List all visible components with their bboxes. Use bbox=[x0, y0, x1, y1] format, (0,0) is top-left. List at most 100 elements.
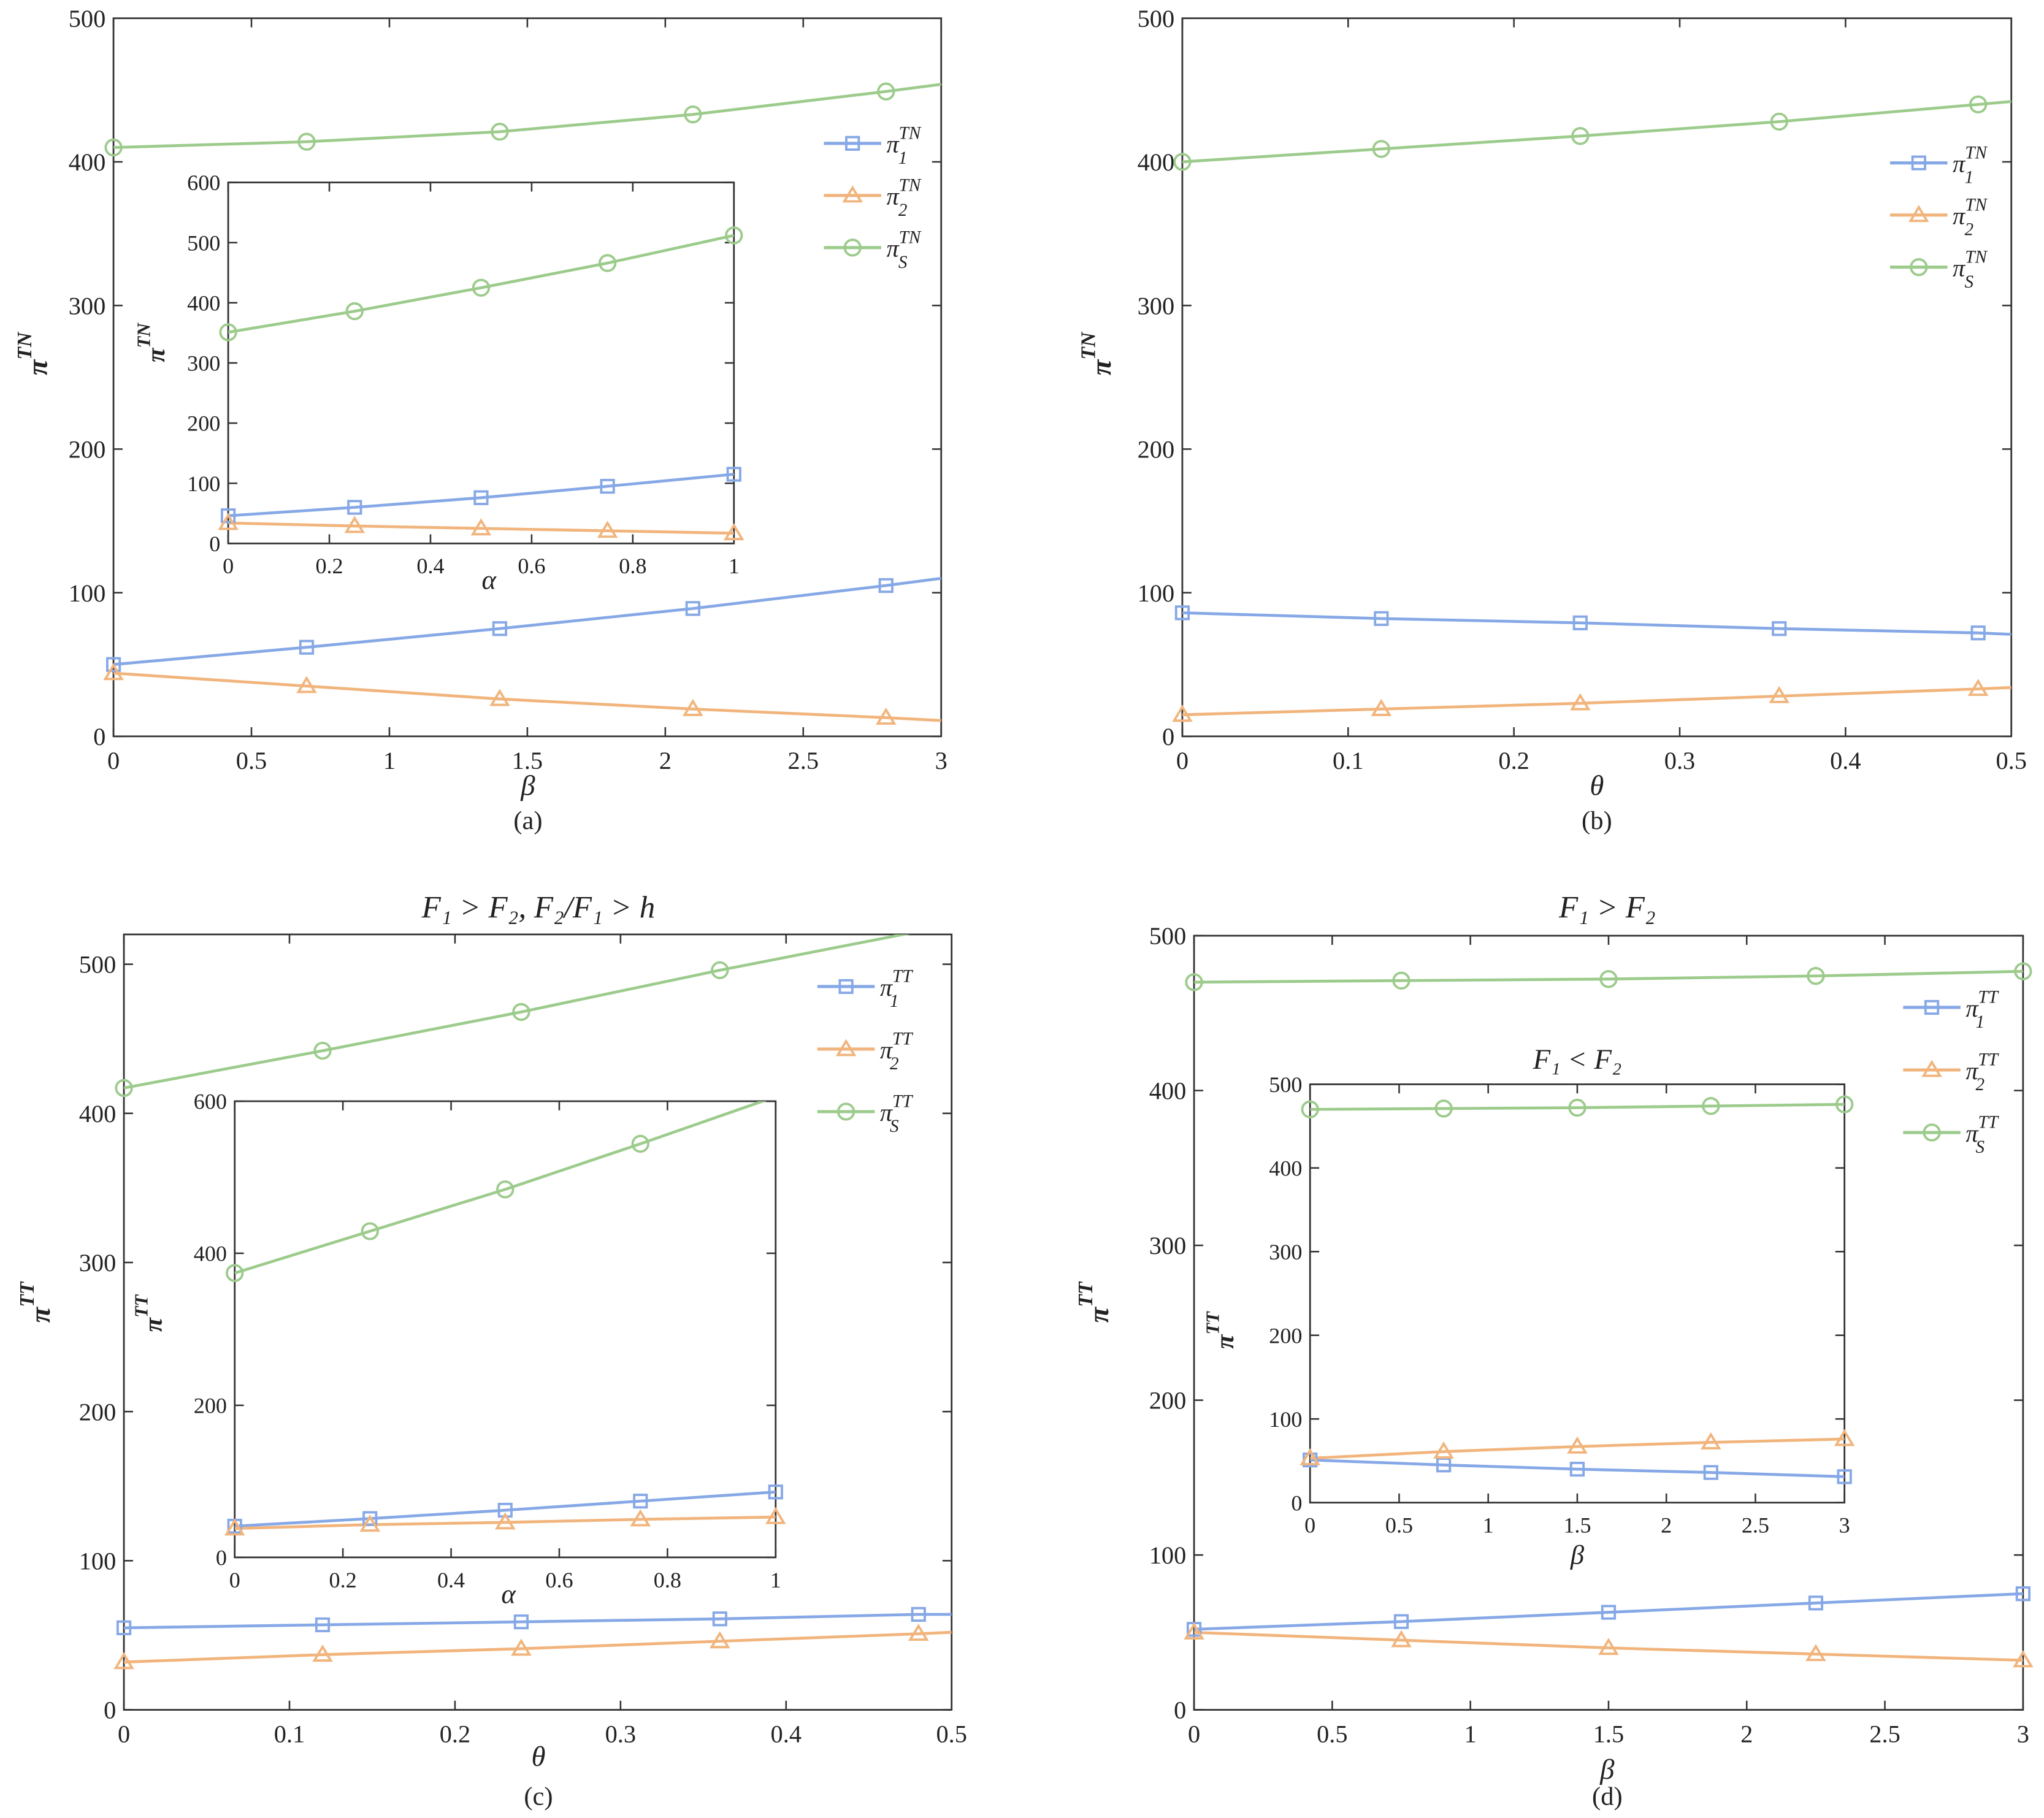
y-tick-label: 100 bbox=[1138, 579, 1175, 607]
data-point-piS bbox=[1372, 140, 1391, 158]
y-tick-label: 300 bbox=[1149, 1232, 1187, 1259]
y-tick-label: 100 bbox=[69, 579, 106, 607]
y-tick-label: 300 bbox=[79, 1249, 117, 1277]
data-point-pi1 bbox=[362, 1511, 378, 1526]
y-tick-label: 0 bbox=[209, 532, 220, 556]
data-point-pi1 bbox=[1837, 1469, 1852, 1484]
x-tick-label: 0.6 bbox=[545, 1568, 573, 1592]
data-point-piS bbox=[226, 1264, 244, 1282]
x-tick-label: 1 bbox=[1464, 1721, 1477, 1748]
pi-symbol: π bbox=[142, 347, 170, 362]
y-tick-label: 500 bbox=[79, 951, 117, 979]
panel-c-caption: (c) bbox=[524, 1782, 553, 1811]
data-point-pi1 bbox=[513, 1614, 529, 1630]
pi-symbol: π bbox=[1953, 202, 1966, 230]
panel-d-inset-axes: 0 0.5 1 1.5 2 2.5 3 0 100 200 300 400 500 bbox=[1269, 1072, 1855, 1538]
x-tick-label: 2 bbox=[659, 747, 672, 774]
data-point-pi1 bbox=[1808, 1595, 1824, 1611]
y-tick-label: 100 bbox=[1149, 1541, 1187, 1569]
y-tick-label: 200 bbox=[1149, 1387, 1187, 1415]
x-tick-label: 0.5 bbox=[236, 747, 267, 774]
legend-label-pi2: πTN 2 bbox=[1953, 195, 1988, 239]
pi-symbol: π bbox=[886, 131, 900, 158]
panel-d-inset-series-group bbox=[1310, 1102, 1845, 1478]
panel-d-inset-x-axis-label: β bbox=[1570, 1540, 1585, 1570]
legend-label-piS: πTT S bbox=[1966, 1113, 1999, 1157]
y-tick-label: 100 bbox=[1269, 1407, 1302, 1432]
data-point-pi2 bbox=[494, 1512, 516, 1530]
y-tick-label: 200 bbox=[187, 411, 220, 436]
subscript: S bbox=[890, 1117, 899, 1136]
x-tick-label: 3 bbox=[2017, 1721, 2029, 1748]
x-tick-label: 1.5 bbox=[512, 747, 543, 774]
panel-a-inset-axes: 0 0.2 0.4 0.6 0.8 1 0 100 200 300 400 500 600 bbox=[187, 170, 744, 578]
data-point-pi2 bbox=[765, 1507, 786, 1524]
series-line-pi2 bbox=[1194, 1630, 2023, 1662]
x-tick-label: 1.5 bbox=[1563, 1513, 1591, 1538]
data-point-pi1 bbox=[473, 490, 489, 505]
data-point-piS bbox=[1599, 970, 1618, 988]
pi-symbol: π bbox=[1966, 1120, 1979, 1147]
x-tick-label: 0.2 bbox=[440, 1721, 470, 1748]
data-point-pi1 bbox=[116, 1620, 132, 1635]
data-point-piS bbox=[115, 1079, 133, 1098]
pi-symbol: π bbox=[1966, 995, 1979, 1022]
legend-marker-pi1 bbox=[1924, 999, 1940, 1015]
pi-symbol: π bbox=[880, 1099, 894, 1126]
legend-label-pi1: πTT 1 bbox=[880, 967, 913, 1011]
data-point-pi2 bbox=[710, 1631, 730, 1649]
panel-d-inset-title: F₁ < F₂ bbox=[1533, 1044, 1622, 1075]
data-point-piS bbox=[598, 254, 617, 272]
superscript: TN bbox=[1077, 331, 1100, 360]
y-tick-label: 0 bbox=[93, 723, 105, 750]
pi-symbol: π bbox=[886, 183, 900, 210]
y-tick-label: 400 bbox=[194, 1242, 227, 1266]
data-point-piS bbox=[345, 302, 364, 321]
panel-c-y-axis-label: πTT bbox=[16, 1281, 56, 1323]
data-point-pi2 bbox=[1391, 1630, 1412, 1648]
y-tick-label: 600 bbox=[194, 1090, 227, 1114]
data-point-pi1 bbox=[1572, 615, 1588, 630]
x-tick-label: 0.1 bbox=[1333, 747, 1363, 774]
data-point-pi2 bbox=[597, 521, 618, 538]
data-point-pi2 bbox=[1300, 1448, 1320, 1465]
x-tick-label: 2 bbox=[1661, 1513, 1672, 1538]
panel-b-y-axis-label: πTN bbox=[1077, 331, 1117, 375]
panel-a-inset-plot-area bbox=[227, 181, 735, 544]
data-point-pi2 bbox=[103, 663, 124, 681]
x-tick-label: 0 bbox=[107, 747, 120, 774]
series-line-pi1 bbox=[228, 473, 734, 518]
superscript: TT bbox=[892, 1092, 913, 1112]
data-point-pi1 bbox=[768, 1484, 783, 1500]
x-tick-label: 1 bbox=[383, 747, 396, 774]
data-point-pi2 bbox=[1172, 705, 1193, 722]
data-point-pi2 bbox=[312, 1644, 333, 1662]
series-line-piS bbox=[124, 934, 911, 1090]
y-tick-label: 400 bbox=[1149, 1077, 1187, 1105]
y-tick-label: 100 bbox=[187, 472, 220, 496]
data-point-pi1 bbox=[1970, 625, 1986, 641]
x-tick-label: 1 bbox=[770, 1568, 781, 1592]
data-point-pi2 bbox=[1184, 1622, 1204, 1640]
data-point-piS bbox=[1301, 1100, 1319, 1118]
y-tick-label: 400 bbox=[187, 291, 220, 315]
pi-symbol: π bbox=[886, 235, 900, 262]
subscript: S bbox=[1965, 272, 1974, 292]
pi-symbol: π bbox=[139, 1316, 168, 1332]
y-tick-label: 0 bbox=[1291, 1491, 1302, 1515]
y-tick-label: 0 bbox=[104, 1697, 116, 1724]
data-point-pi1 bbox=[1374, 611, 1389, 626]
subscript: S bbox=[898, 253, 908, 272]
y-tick-label: 300 bbox=[1138, 292, 1175, 319]
series-line-pi2 bbox=[113, 671, 941, 722]
legend-marker-piS bbox=[1910, 258, 1928, 277]
data-point-pi2 bbox=[1834, 1429, 1855, 1446]
panel-c-x-axis-label: θ bbox=[531, 1741, 545, 1773]
legend-label-piS: πTN S bbox=[886, 228, 921, 272]
data-point-piS bbox=[1571, 127, 1590, 145]
data-point-pi2 bbox=[1570, 693, 1591, 711]
panel-c-title: F₁ > F₂, F₂/F₁ > h bbox=[421, 890, 656, 925]
x-tick-label: 0.4 bbox=[416, 554, 444, 578]
